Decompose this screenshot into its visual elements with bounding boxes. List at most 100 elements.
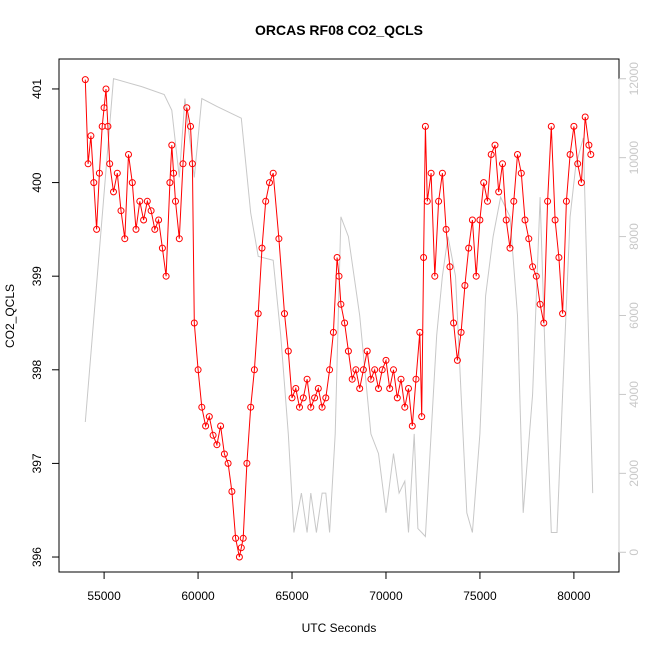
co2-point — [166, 179, 174, 187]
co2-point — [170, 169, 178, 177]
x-axis-label: UTC Seconds — [302, 621, 377, 635]
co2-point — [566, 151, 574, 158]
co2-point — [187, 122, 194, 130]
co2-point — [378, 366, 386, 374]
co2-point — [329, 328, 337, 336]
co2-point — [128, 179, 136, 187]
y-tick-label: 397 — [30, 453, 44, 473]
co2-point — [585, 141, 593, 149]
y2-tick-label: 12000 — [627, 62, 641, 96]
co2-point — [151, 225, 159, 233]
co2-point — [143, 197, 151, 205]
y-tick-label: 400 — [30, 172, 44, 192]
co2-point — [87, 132, 95, 140]
co2-point — [401, 403, 409, 411]
co2-point — [299, 394, 307, 402]
co2-point — [393, 394, 401, 402]
co2-point — [220, 450, 228, 458]
co2-point — [495, 188, 503, 196]
x-tick-label: 75000 — [463, 589, 497, 603]
co2-point — [296, 403, 303, 411]
x-tick-label: 55000 — [87, 589, 121, 603]
chart-title: ORCAS RF08 CO2_QCLS — [255, 22, 423, 38]
co2-point — [555, 254, 563, 261]
co2-point — [438, 169, 446, 177]
co2-point — [450, 319, 458, 327]
co2-point — [314, 385, 322, 392]
co2-point — [491, 141, 499, 149]
co2-point — [397, 375, 405, 383]
co2-point — [363, 347, 371, 355]
co2-point — [121, 235, 129, 243]
co2-point — [480, 179, 488, 187]
co2-point — [307, 403, 315, 411]
co2-point — [517, 169, 525, 177]
co2-point — [311, 394, 319, 402]
y-tick-label: 398 — [30, 359, 44, 379]
co2-point — [217, 422, 225, 430]
co2-point — [232, 534, 240, 542]
co2-point — [113, 169, 121, 177]
co2-point — [281, 310, 288, 318]
co2-point — [140, 216, 148, 224]
co2-point — [90, 179, 98, 187]
x-tick-label: 60000 — [181, 589, 215, 603]
co2-point — [356, 385, 364, 392]
y-tick-label: 396 — [30, 547, 44, 567]
co2-point — [168, 141, 176, 149]
co2-point — [536, 300, 544, 308]
co2-point — [266, 179, 273, 187]
co2-point — [102, 85, 110, 93]
y2-tick-label: 4000 — [627, 381, 641, 408]
co2-point — [155, 216, 163, 224]
co2-point — [258, 244, 266, 252]
co2-point — [205, 413, 213, 421]
co2-point — [247, 403, 255, 411]
co2-point — [570, 122, 578, 130]
y2-tick-label: 6000 — [627, 302, 641, 329]
co2-point — [100, 104, 108, 112]
co2-point — [427, 169, 435, 177]
co2-point — [487, 151, 495, 158]
co2-point — [188, 160, 196, 168]
co2-point — [502, 216, 510, 224]
co2-point — [506, 244, 514, 252]
co2-point — [431, 272, 439, 280]
co2-point — [581, 113, 589, 121]
co2-point — [162, 272, 170, 280]
co2-point — [418, 413, 426, 421]
y2-tick-label: 8000 — [627, 223, 641, 250]
y2-tick-label: 2000 — [627, 460, 641, 487]
co2-point — [104, 122, 112, 130]
co2-point — [390, 366, 397, 374]
co2-point — [213, 441, 221, 449]
co2-point — [499, 160, 506, 168]
y-axis-label: CO2_QCLS — [3, 284, 17, 348]
x-tick-label: 80000 — [557, 589, 591, 603]
altitude-series — [84, 78, 594, 538]
co2-point — [446, 263, 454, 271]
co2-point — [95, 169, 103, 177]
co2-point — [250, 366, 258, 374]
co2-point — [408, 422, 416, 430]
co2-point — [326, 366, 334, 374]
co2-point — [337, 300, 345, 308]
altitude-line — [84, 78, 594, 538]
x-tick-label: 65000 — [275, 589, 309, 603]
co2-point — [335, 272, 343, 280]
co2-point — [367, 375, 375, 383]
co2-point — [303, 375, 311, 383]
co2-point — [194, 366, 202, 374]
co2-point — [292, 385, 300, 392]
co2-point — [457, 328, 465, 336]
x-tick-label: 70000 — [369, 589, 403, 603]
co2-point — [359, 366, 367, 374]
co2-point — [453, 356, 461, 364]
co2-point — [147, 207, 155, 215]
y-axis: 396 397 398 399 400 401 — [30, 79, 60, 567]
co2-point — [254, 310, 262, 318]
co2-point — [559, 310, 567, 318]
co2-point — [158, 244, 166, 252]
co2-point — [269, 169, 277, 177]
